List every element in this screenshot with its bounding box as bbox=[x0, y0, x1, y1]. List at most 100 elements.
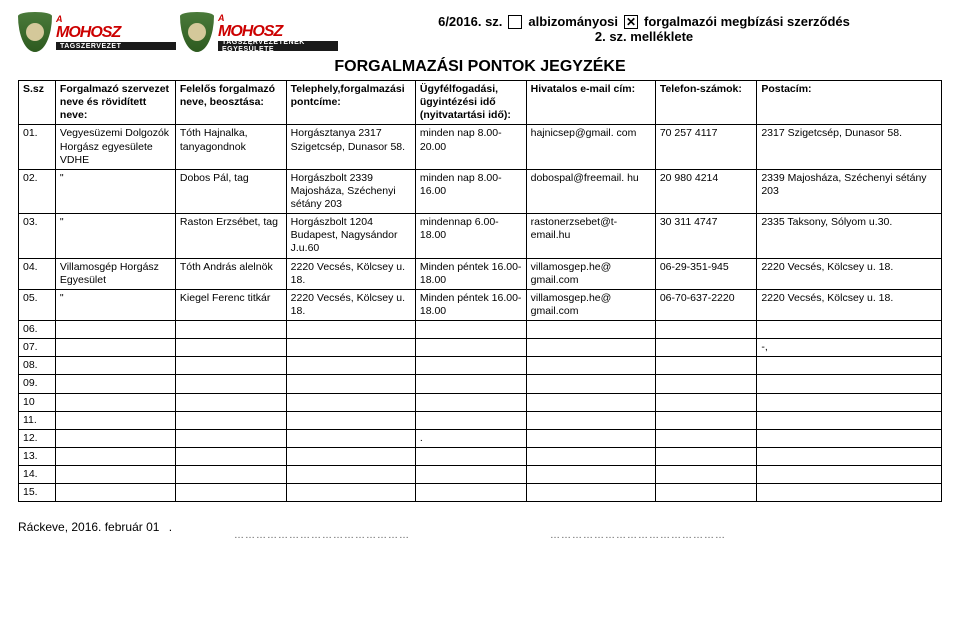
cell-post: -, bbox=[757, 339, 942, 357]
title-line2: 2. sz. melléklete bbox=[346, 29, 942, 44]
cell-post: 2220 Vecsés, Kölcsey u. 18. bbox=[757, 289, 942, 320]
cell-n: 07. bbox=[19, 339, 56, 357]
cell-post: 2335 Taksony, Sólyom u.30. bbox=[757, 214, 942, 258]
cell-hours: mindennap 6.00-18.00 bbox=[415, 214, 526, 258]
cell-hours bbox=[415, 357, 526, 375]
cell-tel bbox=[655, 339, 757, 357]
table-row: 01.Vegyesüzemi Dolgozók Horgász egyesüle… bbox=[19, 125, 942, 169]
cell-email bbox=[526, 429, 655, 447]
cell-resp bbox=[175, 357, 286, 375]
cell-resp: Dobos Pál, tag bbox=[175, 169, 286, 213]
cell-tel bbox=[655, 447, 757, 465]
col-resp: Felelős forgalmazó neve, beosztása: bbox=[175, 81, 286, 125]
sig-line-2: ………………………………………… bbox=[550, 530, 726, 541]
cell-org: " bbox=[55, 289, 175, 320]
cell-site bbox=[286, 357, 415, 375]
cell-post: 2220 Vecsés, Kölcsey u. 18. bbox=[757, 258, 942, 289]
cell-email bbox=[526, 321, 655, 339]
cell-org: Villamosgép Horgász Egyesület bbox=[55, 258, 175, 289]
table-row: 07. -, bbox=[19, 339, 942, 357]
sig-line-1: ………………………………………… bbox=[234, 530, 410, 541]
cell-site bbox=[286, 321, 415, 339]
cell-email bbox=[526, 357, 655, 375]
title-block: 6/2016. sz. albizományosi ✕ forgalmazói … bbox=[346, 12, 942, 44]
cell-tel bbox=[655, 484, 757, 502]
cell-post bbox=[757, 411, 942, 429]
table-row: 12.. bbox=[19, 429, 942, 447]
cell-site bbox=[286, 393, 415, 411]
cell-org bbox=[55, 411, 175, 429]
cell-resp bbox=[175, 411, 286, 429]
mohosz-logo-2: A MOHOSZ TAGSZERVEZETÉNEK EGYESÜLETE bbox=[218, 14, 338, 50]
cell-resp bbox=[175, 447, 286, 465]
cell-resp bbox=[175, 466, 286, 484]
cell-n: 09. bbox=[19, 375, 56, 393]
cell-n: 12. bbox=[19, 429, 56, 447]
cell-n: 10 bbox=[19, 393, 56, 411]
cell-hours bbox=[415, 339, 526, 357]
cell-post bbox=[757, 357, 942, 375]
cell-hours: Minden péntek 16.00-18.00 bbox=[415, 258, 526, 289]
table-row: 05."Kiegel Ferenc titkár2220 Vecsés, Köl… bbox=[19, 289, 942, 320]
cell-post bbox=[757, 375, 942, 393]
logo-a: A bbox=[56, 14, 176, 24]
cell-email bbox=[526, 393, 655, 411]
mohosz-logo-1: A MOHOSZ TAGSZERVEZET bbox=[56, 14, 176, 50]
cell-n: 08. bbox=[19, 357, 56, 375]
cell-tel bbox=[655, 411, 757, 429]
cell-tel: 70 257 4117 bbox=[655, 125, 757, 169]
cell-email bbox=[526, 375, 655, 393]
cell-site bbox=[286, 484, 415, 502]
cell-n: 11. bbox=[19, 411, 56, 429]
cell-tel bbox=[655, 393, 757, 411]
table-row: 08. bbox=[19, 357, 942, 375]
cell-hours bbox=[415, 447, 526, 465]
cell-org bbox=[55, 484, 175, 502]
cell-hours bbox=[415, 466, 526, 484]
table-header-row: S.sz Forgalmazó szervezet neve és rövidí… bbox=[19, 81, 942, 125]
cell-hours bbox=[415, 393, 526, 411]
cell-resp bbox=[175, 429, 286, 447]
cell-n: 02. bbox=[19, 169, 56, 213]
cell-resp bbox=[175, 339, 286, 357]
cell-email: rastonerzsebet@t-email.hu bbox=[526, 214, 655, 258]
cell-hours: minden nap 8.00-16.00 bbox=[415, 169, 526, 213]
cell-resp: Kiegel Ferenc titkár bbox=[175, 289, 286, 320]
cell-org bbox=[55, 429, 175, 447]
logo-a: A bbox=[218, 13, 338, 23]
footer-dot: . bbox=[169, 520, 172, 534]
cell-n: 13. bbox=[19, 447, 56, 465]
cell-org bbox=[55, 466, 175, 484]
table-row: 09. bbox=[19, 375, 942, 393]
cell-site bbox=[286, 466, 415, 484]
cell-site bbox=[286, 411, 415, 429]
cell-post bbox=[757, 321, 942, 339]
place-date: Ráckeve, 2016. február 01 bbox=[18, 520, 159, 534]
cell-post bbox=[757, 484, 942, 502]
table-row: 02."Dobos Pál, tagHorgászbolt 2339 Majos… bbox=[19, 169, 942, 213]
cell-email: dobospal@freemail. hu bbox=[526, 169, 655, 213]
table-row: 14. bbox=[19, 466, 942, 484]
box1-label: albizományosi bbox=[528, 14, 618, 29]
cell-post bbox=[757, 447, 942, 465]
cell-tel: 06-29-351-945 bbox=[655, 258, 757, 289]
logo-name: MOHOSZ bbox=[56, 24, 176, 42]
checkbox-empty-icon bbox=[508, 15, 522, 29]
shield-icon bbox=[18, 12, 52, 52]
table-row: 13. bbox=[19, 447, 942, 465]
cell-site bbox=[286, 375, 415, 393]
cell-n: 15. bbox=[19, 484, 56, 502]
cell-org bbox=[55, 447, 175, 465]
box2-label: forgalmazói megbízási szerződés bbox=[644, 14, 850, 29]
cell-site bbox=[286, 447, 415, 465]
cell-resp bbox=[175, 484, 286, 502]
cell-site: 2220 Vecsés, Kölcsey u. 18. bbox=[286, 289, 415, 320]
cell-site: Horgásztanya 2317 Szigetcsép, Dunasor 58… bbox=[286, 125, 415, 169]
logo-sub: TAGSZERVEZETÉNEK EGYESÜLETE bbox=[218, 41, 338, 51]
cell-email bbox=[526, 466, 655, 484]
cell-hours: minden nap 8.00-20.00 bbox=[415, 125, 526, 169]
cell-resp bbox=[175, 393, 286, 411]
cell-org: Vegyesüzemi Dolgozók Horgász egyesülete … bbox=[55, 125, 175, 169]
footer: Ráckeve, 2016. február 01 . ………………………………… bbox=[18, 520, 942, 541]
col-tel: Telefon-számok: bbox=[655, 81, 757, 125]
